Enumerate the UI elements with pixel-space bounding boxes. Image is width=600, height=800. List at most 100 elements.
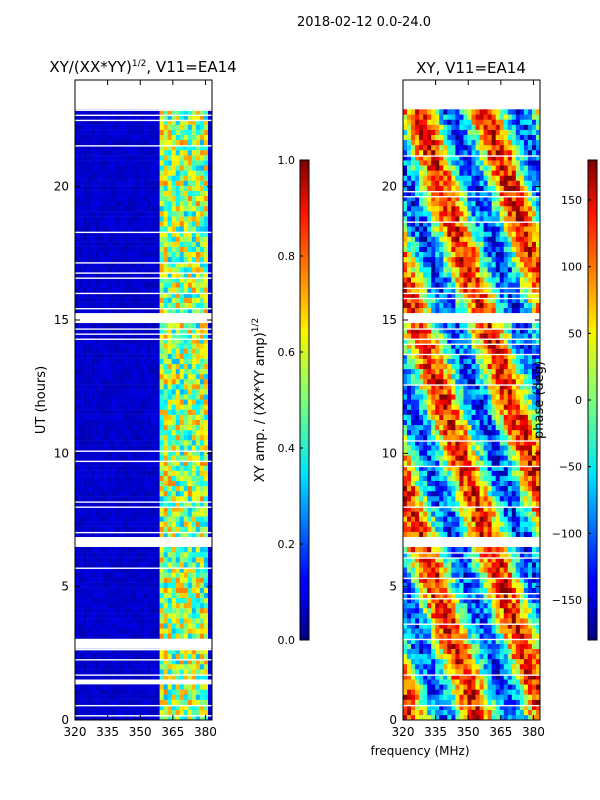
heatmap-cell bbox=[79, 241, 84, 247]
heatmap-cell bbox=[199, 129, 205, 135]
heatmap-cell bbox=[139, 485, 144, 492]
heatmap-cell bbox=[91, 704, 96, 711]
heatmap-cell bbox=[123, 587, 128, 593]
heatmap-cell bbox=[147, 491, 152, 497]
heatmap-cell bbox=[111, 552, 116, 558]
heatmap-cell bbox=[139, 226, 144, 232]
heatmap-cell bbox=[147, 664, 152, 670]
heatmap-cell bbox=[155, 129, 160, 135]
heatmap-cell bbox=[523, 694, 529, 700]
heatmap-cell bbox=[79, 414, 84, 420]
heatmap-cell bbox=[147, 170, 152, 176]
heatmap-cell bbox=[87, 292, 92, 298]
heatmap-cell bbox=[123, 160, 128, 166]
heatmap-cell bbox=[135, 399, 140, 405]
heatmap-cell bbox=[131, 175, 136, 181]
heatmap-cell bbox=[167, 557, 173, 563]
heatmap-cell bbox=[179, 333, 185, 339]
heatmap-cell bbox=[415, 597, 420, 604]
heatmap-cell bbox=[407, 658, 412, 665]
heatmap-cell bbox=[179, 628, 185, 634]
heatmap-cell bbox=[111, 623, 116, 629]
heatmap-cell bbox=[459, 577, 464, 583]
heatmap-cell bbox=[115, 114, 120, 120]
heatmap-cell bbox=[83, 450, 88, 456]
heatmap-cell bbox=[203, 669, 209, 675]
heatmap-cell bbox=[179, 236, 185, 242]
heatmap-cell bbox=[95, 674, 100, 680]
heatmap-cell bbox=[199, 608, 205, 614]
heatmap-cell bbox=[139, 124, 144, 130]
heatmap-cell bbox=[175, 287, 181, 293]
heatmap-cell bbox=[127, 124, 132, 130]
heatmap-cell bbox=[111, 185, 116, 191]
heatmap-cell bbox=[115, 206, 120, 212]
heatmap-cell bbox=[519, 684, 525, 690]
heatmap-cell bbox=[147, 511, 152, 517]
heatmap-cell bbox=[463, 602, 468, 609]
heatmap-cell bbox=[115, 465, 120, 471]
heatmap-cell bbox=[87, 419, 92, 426]
heatmap-cell bbox=[179, 170, 185, 176]
heatmap-cell bbox=[415, 628, 420, 634]
heatmap-cell bbox=[127, 287, 132, 293]
heatmap-cell bbox=[179, 546, 185, 553]
heatmap-cell bbox=[535, 674, 540, 680]
heatmap-cell bbox=[167, 562, 173, 568]
heatmap-cell bbox=[119, 628, 124, 634]
heatmap-cell bbox=[127, 445, 132, 451]
heatmap-cell bbox=[75, 587, 80, 593]
heatmap-cell bbox=[519, 613, 525, 619]
heatmap-cell bbox=[167, 231, 173, 237]
heatmap-cell bbox=[491, 648, 496, 655]
heatmap-cell bbox=[179, 440, 185, 446]
heatmap-cell bbox=[175, 440, 181, 446]
heatmap-cell bbox=[403, 567, 408, 573]
heatmap-cell bbox=[471, 608, 476, 614]
heatmap-cell bbox=[103, 353, 108, 359]
heatmap-cell bbox=[447, 623, 452, 629]
heatmap-cell bbox=[115, 236, 120, 242]
heatmap-cell bbox=[411, 623, 416, 629]
heatmap-cell bbox=[183, 297, 189, 303]
heatmap-cell bbox=[207, 185, 212, 191]
heatmap-cell bbox=[195, 485, 201, 492]
heatmap-cell bbox=[139, 511, 144, 517]
heatmap-cell bbox=[111, 546, 116, 553]
heatmap-cell bbox=[207, 190, 212, 197]
heatmap-cell bbox=[95, 195, 100, 202]
heatmap-cell bbox=[163, 394, 168, 400]
heatmap-cell bbox=[155, 455, 160, 461]
heatmap-cell bbox=[127, 348, 132, 354]
heatmap-cell bbox=[499, 699, 505, 705]
heatmap-cell bbox=[191, 648, 197, 655]
heatmap-cell bbox=[155, 272, 160, 278]
heatmap-cell bbox=[99, 648, 104, 655]
heatmap-cell bbox=[135, 674, 140, 680]
heatmap-cell bbox=[135, 394, 140, 400]
heatmap-cell bbox=[123, 155, 128, 161]
heatmap-cell bbox=[123, 511, 128, 517]
heatmap-cell bbox=[451, 582, 456, 588]
heatmap-cell bbox=[535, 684, 540, 690]
heatmap-cell bbox=[83, 297, 88, 303]
heatmap-cell bbox=[431, 577, 436, 583]
heatmap-cell bbox=[119, 272, 124, 278]
heatmap-cell bbox=[147, 602, 152, 609]
heatmap-cell bbox=[207, 714, 212, 720]
heatmap-cell bbox=[195, 409, 201, 415]
heatmap-cell bbox=[83, 190, 88, 197]
heatmap-cell bbox=[171, 109, 177, 115]
heatmap-cell bbox=[447, 582, 452, 588]
heatmap-cell bbox=[91, 608, 96, 614]
heatmap-cell bbox=[507, 709, 513, 716]
heatmap-cell bbox=[131, 531, 136, 537]
heatmap-cell bbox=[135, 297, 140, 303]
heatmap-cell bbox=[127, 684, 132, 690]
heatmap-cell bbox=[415, 684, 420, 690]
heatmap-cell bbox=[183, 144, 189, 151]
heatmap-cell bbox=[183, 175, 189, 181]
heatmap-cell bbox=[415, 633, 420, 639]
heatmap-cell bbox=[155, 552, 160, 558]
heatmap-cell bbox=[403, 664, 408, 670]
